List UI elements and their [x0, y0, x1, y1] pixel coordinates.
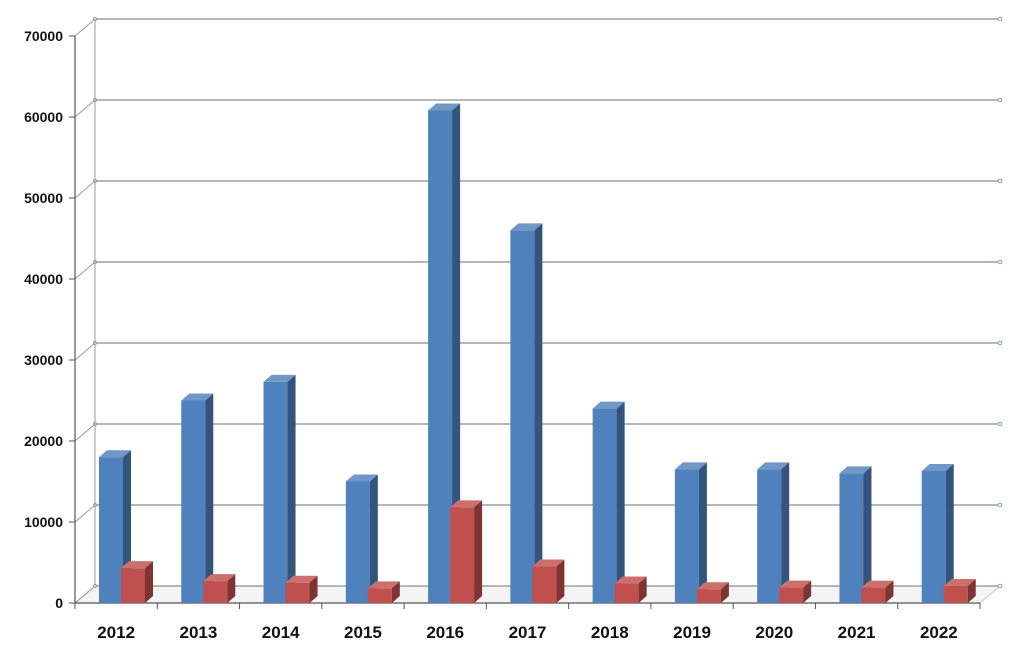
gridline	[74, 178, 1003, 199]
tick-labels: 0 10000 20000 30000 40000 50000 60000 70000 2012…	[24, 28, 958, 642]
y-tick-label: 20000	[24, 433, 63, 449]
x-tick-label: 2015	[344, 623, 382, 642]
bar	[450, 500, 483, 603]
bar	[674, 462, 707, 603]
bar	[592, 401, 625, 603]
x-tick-label: 2021	[838, 623, 876, 642]
x-tick-label: 2019	[673, 623, 711, 642]
bar	[263, 374, 296, 603]
gridline	[74, 97, 1003, 118]
bar	[839, 466, 872, 603]
bar	[757, 462, 790, 603]
y-tick-label: 50000	[24, 190, 63, 206]
gridline	[74, 16, 1003, 37]
x-tick-label: 2022	[920, 623, 958, 642]
bar	[861, 580, 894, 603]
bar	[121, 561, 153, 603]
bar	[921, 463, 954, 603]
bar	[614, 576, 647, 603]
y-tick-label: 40000	[24, 271, 63, 287]
x-tick-label: 2013	[179, 623, 217, 642]
bar	[345, 474, 378, 603]
x-tick-label: 2016	[426, 623, 464, 642]
x-tick-label: 2017	[509, 623, 547, 642]
x-tick-label: 2012	[97, 623, 135, 642]
gridline	[74, 340, 1003, 361]
bar	[510, 223, 543, 603]
bar	[203, 574, 236, 603]
bars	[99, 103, 976, 604]
gridline	[74, 259, 1003, 280]
bar	[181, 393, 214, 603]
x-tick-label: 2018	[591, 623, 629, 642]
y-tick-label: 30000	[24, 352, 63, 368]
bar	[285, 575, 318, 603]
x-tick-label: 2020	[755, 623, 793, 642]
y-tick-label: 60000	[24, 109, 63, 125]
bar	[532, 559, 565, 603]
bar	[428, 103, 461, 604]
bar	[696, 582, 729, 603]
bar	[943, 578, 976, 603]
x-tick-label: 2014	[262, 623, 300, 642]
y-tick-label: 0	[55, 595, 63, 611]
bar	[779, 580, 812, 603]
y-tick-label: 10000	[24, 514, 63, 530]
y-tick-label: 70000	[24, 28, 63, 44]
bar	[367, 581, 400, 603]
